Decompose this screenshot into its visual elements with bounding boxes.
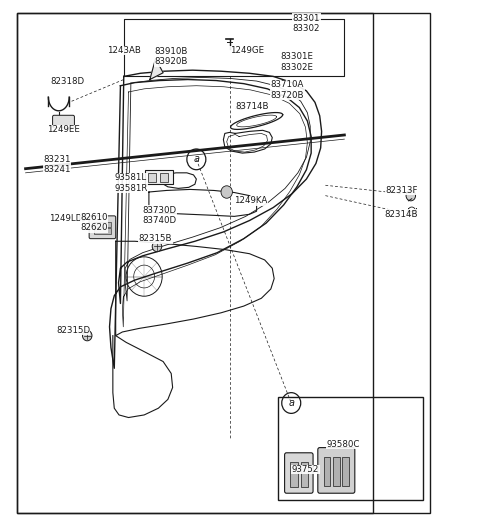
Circle shape: [83, 331, 92, 341]
Text: 82313F: 82313F: [385, 186, 418, 195]
Text: 82318D: 82318D: [50, 77, 84, 86]
Bar: [145, 170, 173, 184]
Circle shape: [221, 186, 232, 198]
Bar: [94, 222, 111, 227]
Bar: [301, 462, 308, 487]
Text: 93580C: 93580C: [327, 440, 360, 449]
Text: 1243AB: 1243AB: [107, 46, 141, 55]
Text: 82610
82620: 82610 82620: [80, 213, 108, 232]
Bar: [324, 457, 330, 486]
Text: 1249LD: 1249LD: [49, 214, 82, 223]
Text: 1249KA: 1249KA: [234, 196, 267, 205]
Text: a: a: [288, 398, 294, 408]
Bar: [94, 228, 111, 234]
Text: 93752: 93752: [292, 465, 319, 474]
FancyBboxPatch shape: [285, 453, 313, 493]
Text: 83301
83302: 83301 83302: [293, 14, 320, 33]
Text: 93581L
93581R: 93581L 93581R: [114, 173, 147, 193]
Text: 83301E
83302E: 83301E 83302E: [280, 52, 313, 72]
Text: 83714B: 83714B: [235, 102, 269, 111]
Circle shape: [238, 103, 244, 110]
FancyBboxPatch shape: [89, 216, 116, 238]
Circle shape: [152, 241, 162, 252]
Polygon shape: [150, 59, 163, 80]
Text: 83730D
83740D: 83730D 83740D: [142, 205, 177, 225]
Text: 83710A
83720B: 83710A 83720B: [271, 80, 304, 100]
Bar: [343, 457, 349, 486]
Bar: [278, 397, 423, 500]
Bar: [333, 457, 340, 486]
Bar: [17, 13, 430, 514]
Bar: [290, 462, 298, 487]
Circle shape: [406, 190, 416, 201]
Circle shape: [79, 214, 86, 221]
Bar: [160, 173, 168, 182]
Text: 1249EE: 1249EE: [47, 125, 80, 134]
FancyBboxPatch shape: [318, 447, 355, 493]
FancyBboxPatch shape: [53, 115, 74, 128]
Text: 82315D: 82315D: [56, 326, 90, 335]
Circle shape: [56, 120, 61, 126]
Text: 82314B: 82314B: [384, 210, 418, 219]
Bar: [148, 173, 156, 182]
Bar: [17, 13, 373, 514]
Text: 1249GE: 1249GE: [229, 46, 264, 55]
Text: 83910B
83920B: 83910B 83920B: [155, 47, 188, 67]
Text: 83231
83241: 83231 83241: [43, 155, 71, 174]
Text: a: a: [193, 155, 199, 165]
Text: 82315B: 82315B: [139, 234, 172, 243]
